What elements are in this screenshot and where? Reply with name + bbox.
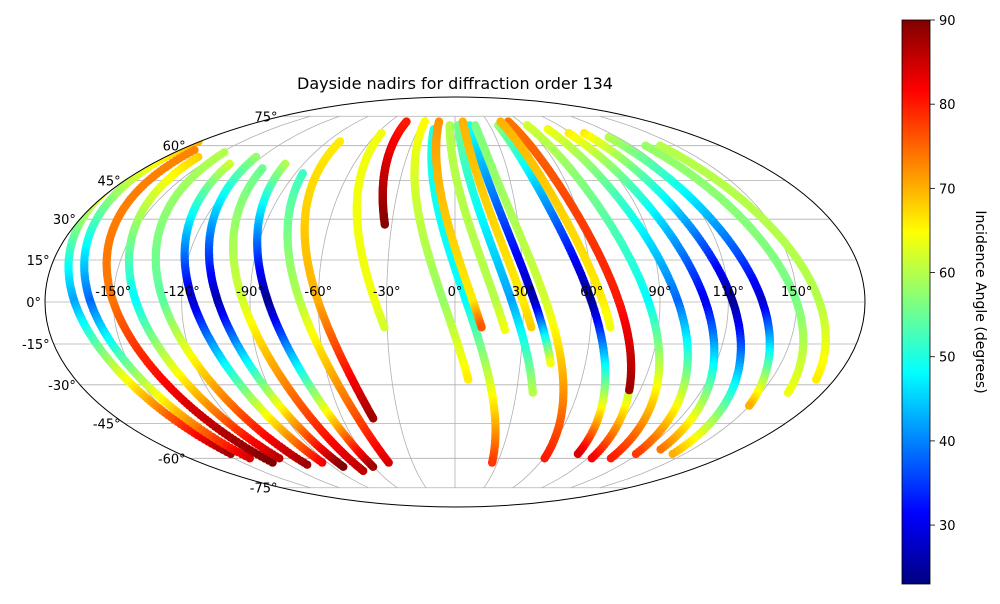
lon-tick-label: -150° xyxy=(95,285,131,300)
nadir-point xyxy=(631,449,641,459)
ground-track xyxy=(204,152,348,471)
nadir-point xyxy=(783,388,793,397)
nadir-point xyxy=(656,445,665,454)
nadir-point xyxy=(384,458,393,467)
lon-tick-label: 30° xyxy=(512,285,535,300)
nadir-point xyxy=(668,449,677,459)
nadir-point xyxy=(606,454,616,463)
nadir-point xyxy=(303,460,312,469)
nadir-point xyxy=(402,117,411,126)
colorbar-tick-label: 80 xyxy=(939,98,956,113)
lon-tick-label: -90° xyxy=(236,285,264,300)
nadir-point xyxy=(369,414,378,423)
lat-tick-label: 15° xyxy=(27,254,50,269)
lat-tick-label: 0° xyxy=(26,296,41,311)
colorbar-tick-label: 30 xyxy=(939,519,956,534)
nadir-point xyxy=(812,375,821,384)
colorbar-label: Incidence Angle (degrees) xyxy=(972,210,988,393)
ground-track xyxy=(151,148,312,469)
nadir-point xyxy=(98,188,108,198)
nadir-point xyxy=(540,454,549,463)
lat-tick-label: -30° xyxy=(48,379,76,394)
lat-tick-label: 30° xyxy=(53,213,76,228)
lon-tick-label: 0° xyxy=(448,285,463,300)
nadir-point xyxy=(368,462,378,471)
nadir-point xyxy=(127,166,136,175)
ground-track xyxy=(124,152,284,463)
nadir-point xyxy=(587,454,596,463)
chart-title: Dayside nadirs for diffraction order 134 xyxy=(297,74,613,93)
lon-tick-label: 90° xyxy=(648,285,671,300)
lon-tick-label: 150° xyxy=(781,285,812,300)
nadir-point xyxy=(487,458,497,467)
nadir-point xyxy=(245,454,254,463)
nadir-point xyxy=(464,375,473,384)
lat-tick-label: -75° xyxy=(250,482,278,497)
nadir-point xyxy=(546,359,555,368)
lon-tick-label: 60° xyxy=(580,285,603,300)
nadir-point xyxy=(152,151,161,160)
nadir-point xyxy=(137,160,146,169)
nadir-point xyxy=(148,153,157,163)
nadir-point xyxy=(144,155,154,165)
nadir-point xyxy=(527,323,536,332)
nadir-point xyxy=(528,388,537,397)
nadir-point xyxy=(318,458,327,467)
data-layer xyxy=(64,117,830,476)
colorbar-tick-label: 60 xyxy=(939,267,956,282)
lon-gridline xyxy=(386,116,427,488)
nadir-point xyxy=(268,458,277,467)
ground-track xyxy=(253,159,378,471)
colorbar-tick-label: 40 xyxy=(939,435,956,450)
lat-tick-label: 60° xyxy=(163,140,186,155)
nadir-point xyxy=(359,466,368,476)
nadir-point xyxy=(275,454,284,463)
ground-track xyxy=(283,169,393,467)
nadir-point xyxy=(606,323,615,332)
lat-tick-label: -60° xyxy=(158,452,186,467)
lon-gridline xyxy=(249,115,369,489)
lon-tick-label: -60° xyxy=(304,285,332,300)
lat-tick-label: -45° xyxy=(93,417,121,432)
lon-tick-label: -120° xyxy=(164,285,200,300)
lon-tick-label: -30° xyxy=(373,285,401,300)
colorbar-tick-label: 70 xyxy=(939,182,956,197)
lat-tick-label: -15° xyxy=(22,338,50,353)
colorbar-tick-label: 50 xyxy=(939,351,956,366)
nadir-point xyxy=(573,449,583,459)
nadir-point xyxy=(477,323,486,332)
nadir-point xyxy=(123,168,133,177)
lon-tick-label: 110° xyxy=(713,285,744,300)
nadir-point xyxy=(130,164,139,173)
colorbar: 30 40 50 60 70 80 90 Incidence Angle (degrees) xyxy=(901,14,988,585)
colorbar-tick-label: 90 xyxy=(939,14,956,29)
nadir-point xyxy=(141,157,150,167)
colorbar-gradient xyxy=(901,19,931,585)
nadir-point xyxy=(380,323,389,332)
nadir-point xyxy=(625,385,634,395)
lat-tick-label: 75° xyxy=(254,110,277,125)
nadir-point xyxy=(339,462,348,471)
lat-tick-label: 45° xyxy=(98,175,121,190)
colorbar-ticks: 30 40 50 60 70 80 90 xyxy=(930,14,956,534)
nadir-point xyxy=(133,162,143,171)
nadir-point xyxy=(745,401,754,410)
ground-track xyxy=(180,159,327,467)
ground-track xyxy=(229,164,368,476)
nadir-point xyxy=(500,325,510,335)
ground-track xyxy=(102,145,277,467)
